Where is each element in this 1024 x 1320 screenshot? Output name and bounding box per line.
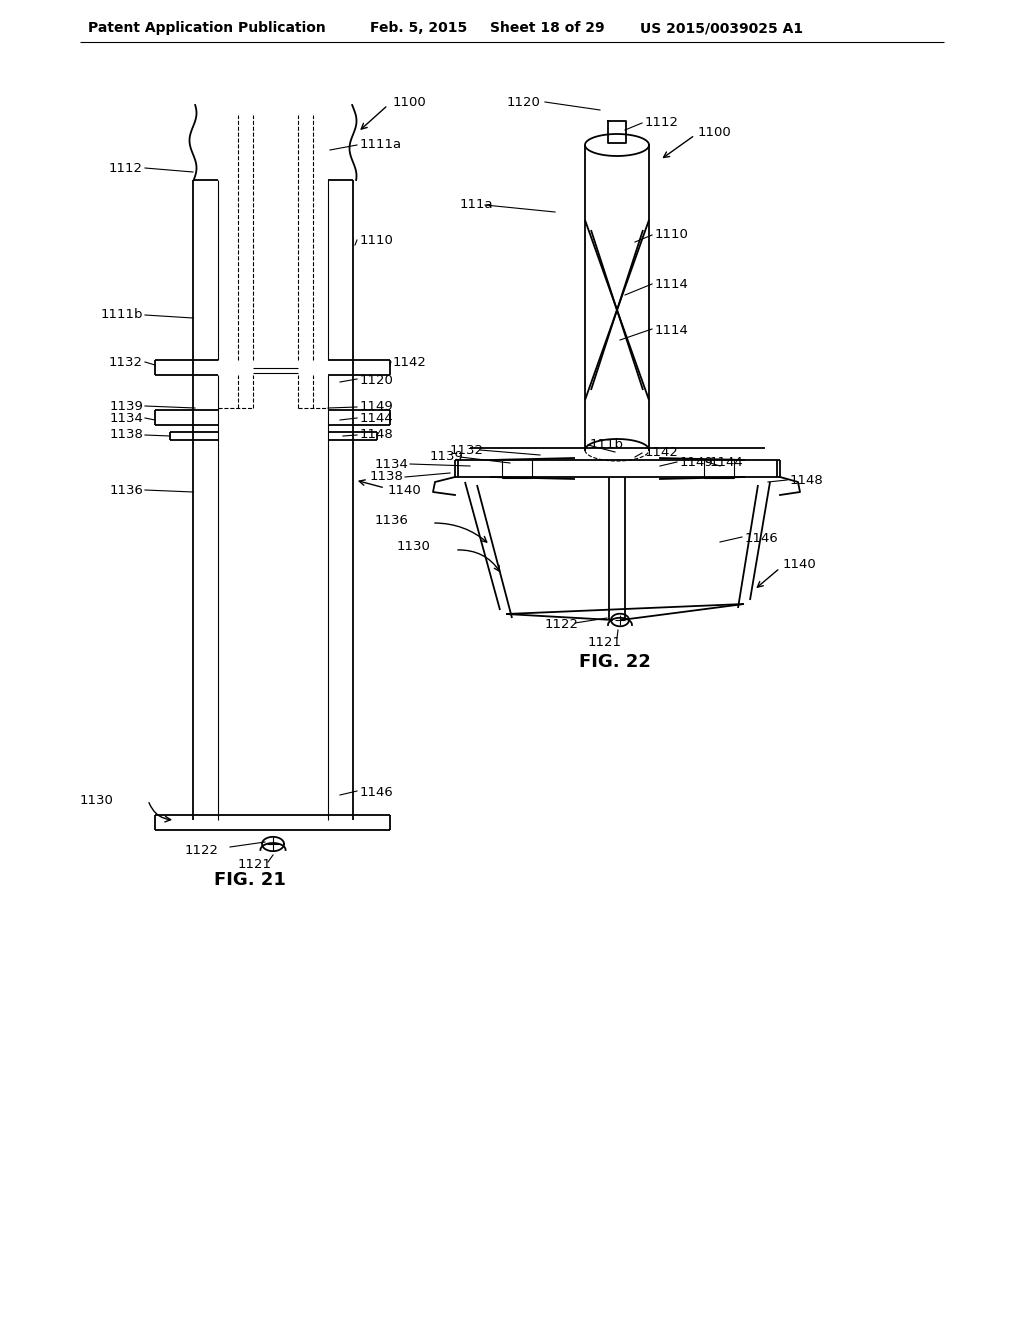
Text: 1132: 1132 bbox=[450, 444, 484, 457]
Text: 1149: 1149 bbox=[680, 455, 714, 469]
Text: US 2015/0039025 A1: US 2015/0039025 A1 bbox=[640, 21, 803, 36]
Text: 111a: 111a bbox=[460, 198, 494, 211]
Text: 1142: 1142 bbox=[645, 446, 679, 459]
Text: 1112: 1112 bbox=[645, 116, 679, 129]
Text: 1110: 1110 bbox=[360, 234, 394, 247]
Text: 1144: 1144 bbox=[710, 455, 743, 469]
Text: 1146: 1146 bbox=[745, 532, 778, 544]
Text: 1121: 1121 bbox=[238, 858, 272, 871]
Text: 1114: 1114 bbox=[655, 323, 689, 337]
Text: 1134: 1134 bbox=[110, 412, 143, 425]
Text: FIG. 21: FIG. 21 bbox=[214, 871, 286, 888]
Text: 1100: 1100 bbox=[393, 95, 427, 108]
Text: 1149: 1149 bbox=[360, 400, 394, 413]
Text: 1148: 1148 bbox=[360, 429, 394, 441]
Text: 1130: 1130 bbox=[396, 540, 430, 553]
Text: 1122: 1122 bbox=[545, 619, 579, 631]
Text: 1148: 1148 bbox=[790, 474, 823, 487]
Text: 1132: 1132 bbox=[109, 355, 143, 368]
Text: 1134: 1134 bbox=[374, 458, 408, 470]
Text: 1138: 1138 bbox=[369, 470, 403, 483]
Text: Feb. 5, 2015: Feb. 5, 2015 bbox=[370, 21, 467, 36]
Text: 1146: 1146 bbox=[360, 785, 394, 799]
Text: 1140: 1140 bbox=[388, 483, 422, 496]
Text: 1140: 1140 bbox=[783, 558, 817, 572]
Text: 1114: 1114 bbox=[655, 279, 689, 292]
Text: 1139: 1139 bbox=[110, 400, 143, 413]
Text: 111b: 111b bbox=[590, 438, 624, 451]
Text: 1130: 1130 bbox=[79, 793, 113, 807]
Text: Patent Application Publication: Patent Application Publication bbox=[88, 21, 326, 36]
Text: 1142: 1142 bbox=[393, 355, 427, 368]
Text: 1120: 1120 bbox=[507, 95, 541, 108]
Text: 1110: 1110 bbox=[655, 228, 689, 242]
Text: 1100: 1100 bbox=[698, 125, 732, 139]
Text: 1120: 1120 bbox=[360, 374, 394, 387]
Text: 1112: 1112 bbox=[109, 161, 143, 174]
Text: 1144: 1144 bbox=[360, 412, 394, 425]
Text: 1122: 1122 bbox=[185, 843, 219, 857]
Text: 1111a: 1111a bbox=[360, 139, 402, 152]
Text: Sheet 18 of 29: Sheet 18 of 29 bbox=[490, 21, 604, 36]
Text: 1136: 1136 bbox=[110, 483, 143, 496]
Text: FIG. 22: FIG. 22 bbox=[579, 653, 651, 671]
Text: 1139: 1139 bbox=[430, 450, 464, 463]
Text: 1138: 1138 bbox=[110, 429, 143, 441]
Text: 1111b: 1111b bbox=[100, 309, 143, 322]
Text: 1121: 1121 bbox=[588, 635, 622, 648]
Text: 1136: 1136 bbox=[374, 513, 408, 527]
